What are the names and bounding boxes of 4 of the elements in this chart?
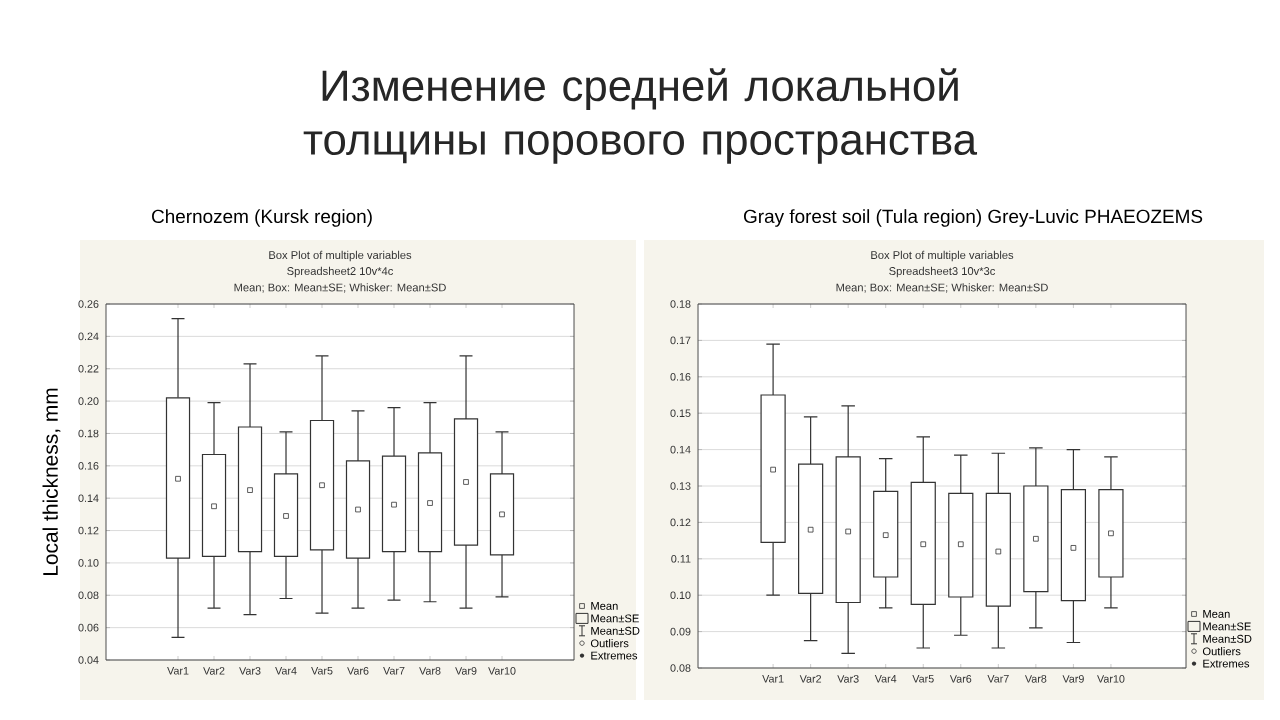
y-axis-title: Local thickness, mm	[42, 388, 61, 576]
text: Gray forest soil (Tula region) Grey-Luvic PHAEOZEMS	[743, 209, 1203, 227]
text: Изменение средней локальной толщины порового пространства	[303, 68, 978, 164]
text: Chernozem (Kursk region)	[152, 209, 372, 227]
